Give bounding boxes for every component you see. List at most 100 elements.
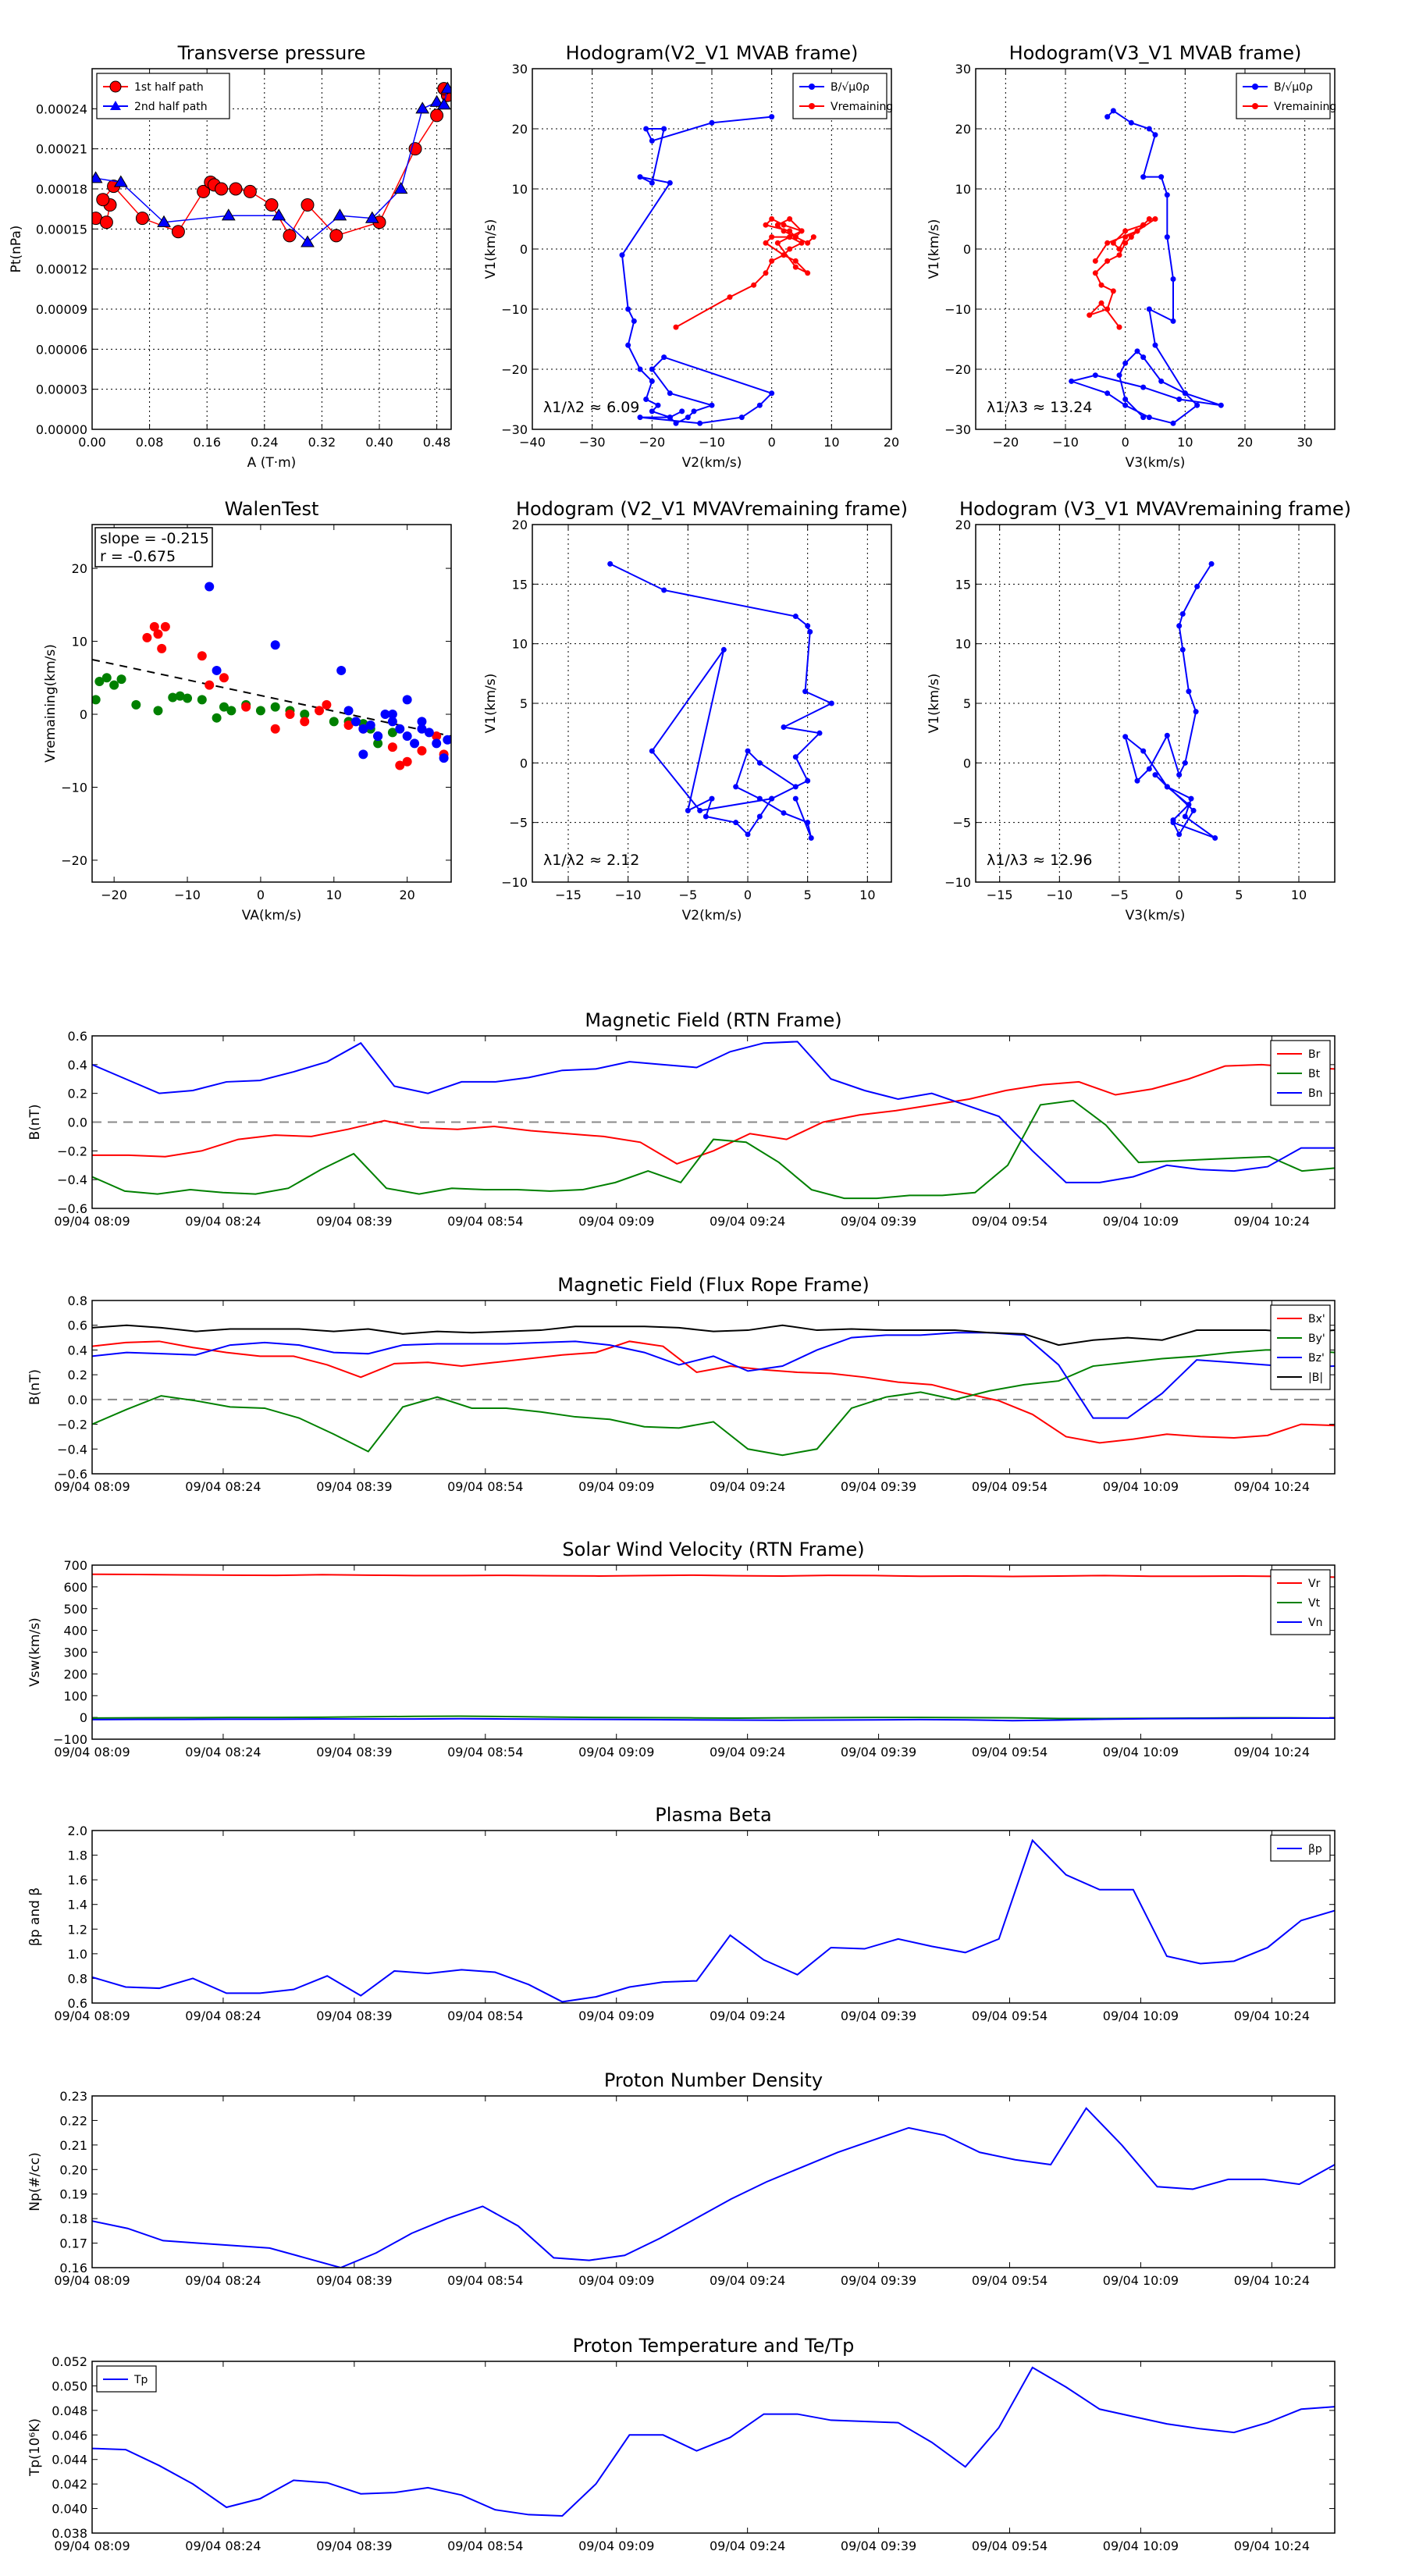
plot-frame [532, 68, 892, 430]
y-axis-label: Pt(nPa) [9, 226, 24, 273]
series-0-point [697, 807, 703, 813]
series-vremaining-point [792, 258, 799, 264]
x-tick-label: 09/04 10:09 [1103, 2273, 1179, 2288]
series-b-0--point [1176, 397, 1183, 402]
legend-label: B/√μ0ρ [831, 81, 870, 94]
y-axis-label: Vremaining(km/s) [43, 644, 59, 763]
series-br-line [92, 1063, 1335, 1165]
y-tick-label: 0.00024 [36, 101, 87, 116]
series-2nd-half-path-point [365, 211, 379, 223]
series-vr-line [92, 1573, 1335, 1578]
y-tick-label: 0.6 [68, 1029, 87, 1044]
x-axis-label: V2(km/s) [682, 908, 742, 923]
series-0-point [116, 674, 126, 685]
chart-p7: Magnetic Field (RTN Frame) 09/04 08:09 09/… [27, 1009, 1336, 1229]
series-vremaining-point [774, 240, 781, 246]
chart-title: Hodogram(V2_V1 MVAB frame) [566, 42, 859, 64]
legend: 1st half path 2nd half path [96, 73, 230, 119]
y-tick-label: 1.4 [68, 1898, 87, 1912]
y-tick-label: −10 [944, 302, 971, 317]
x-tick-label: 09/04 09:09 [578, 2273, 654, 2288]
x-tick-label: 09/04 10:24 [1234, 2539, 1310, 2553]
y-tick-label: 0.8 [68, 1293, 87, 1308]
series-2-point [417, 724, 427, 734]
y-tick-label: 0.00021 [36, 142, 87, 157]
series-b-0--point [709, 119, 715, 126]
y-tick-label: 20 [955, 122, 971, 137]
plot-area [92, 1573, 1335, 1722]
series-0-point [1182, 760, 1188, 766]
series-0-point [745, 748, 751, 754]
series-0-point [805, 820, 811, 826]
legend: βp [1270, 1834, 1331, 1862]
series-vremaining-point [787, 234, 793, 240]
plot-area [92, 1041, 1335, 1200]
series-0-point [1179, 646, 1186, 653]
chart-p6: Hodogram (V3_V1 MVAVremaining frame) −15 −… [927, 498, 1351, 923]
series-1-point [197, 651, 207, 661]
series-1-point [205, 680, 215, 690]
y-tick-label: 100 [63, 1688, 87, 1703]
series-0-point [1134, 777, 1140, 784]
series-b-0--point [649, 180, 655, 186]
plot-frame [91, 2095, 1336, 2268]
series-2-point [402, 731, 412, 742]
series-vremaining-point [792, 234, 799, 240]
series-b-0--point [1152, 342, 1158, 348]
y-tick-label: −20 [944, 362, 971, 377]
series-1-point [241, 702, 251, 712]
series-b-0--point [1170, 420, 1176, 426]
y-tick-label: 20 [955, 518, 971, 532]
x-tick-label: 09/04 09:24 [710, 1745, 785, 1759]
legend-label: βp [1308, 1843, 1322, 1856]
series-tp-line [92, 2366, 1335, 2517]
series-b-0--point [637, 415, 643, 421]
x-axis-label: V3(km/s) [1126, 455, 1186, 471]
x-tick-label: −20 [638, 435, 665, 450]
series-0-point [781, 809, 787, 816]
series-1st-half-path-point [135, 212, 149, 226]
y-tick-label: 10 [72, 635, 87, 649]
series-0-point [1182, 813, 1188, 820]
series-b-0--point [625, 306, 631, 312]
series-0-point [649, 748, 655, 754]
legend-label: Bx' [1308, 1313, 1325, 1325]
x-tick-label: 09/04 08:24 [185, 2273, 261, 2288]
x-tick-label: 09/04 09:09 [578, 2008, 654, 2023]
x-tick-label: 09/04 09:24 [710, 1214, 785, 1229]
series-vremaining-point [1098, 282, 1104, 288]
plot-area [92, 582, 451, 770]
x-tick-label: 09/04 09:54 [972, 2273, 1048, 2288]
series-0-point [607, 560, 614, 567]
series-0-point [1208, 560, 1215, 567]
series-0-point [1186, 688, 1192, 695]
legend-label: 2nd half path [134, 101, 208, 113]
series-bx--line [92, 1340, 1335, 1444]
series-0-point [756, 760, 763, 766]
series-bt-line [92, 1099, 1335, 1200]
x-tick-label: 09/04 08:09 [54, 1214, 130, 1229]
x-tick-label: −10 [1046, 888, 1072, 902]
x-tick-label: 09/04 09:24 [710, 2273, 785, 2288]
series-0-point [661, 587, 667, 593]
series-b-0--point [709, 402, 715, 408]
series-0-point [1194, 583, 1200, 589]
series-b-0--point [649, 378, 655, 384]
series-b-0--point [1104, 114, 1111, 120]
x-tick-label: 09/04 09:54 [972, 2008, 1048, 2023]
y-tick-label: −0.2 [57, 1144, 87, 1158]
y-tick-label: 1.0 [68, 1947, 87, 1962]
y-tick-label: −0.6 [57, 1467, 87, 1482]
series-2-point [417, 717, 427, 727]
series-1-point [432, 731, 442, 742]
chart-title: Proton Number Density [604, 2069, 823, 2091]
y-tick-label: 10 [512, 637, 528, 652]
x-tick-label: 09/04 08:09 [54, 2008, 130, 2023]
x-tick-label: 09/04 08:39 [316, 2273, 392, 2288]
series-b-0--point [655, 402, 661, 408]
y-tick-label: −5 [952, 816, 971, 831]
series-0-point [1170, 817, 1176, 824]
legend-box [1236, 73, 1331, 119]
series-vremaining-point [799, 228, 805, 234]
series-2nd-half-path-point [272, 208, 286, 221]
